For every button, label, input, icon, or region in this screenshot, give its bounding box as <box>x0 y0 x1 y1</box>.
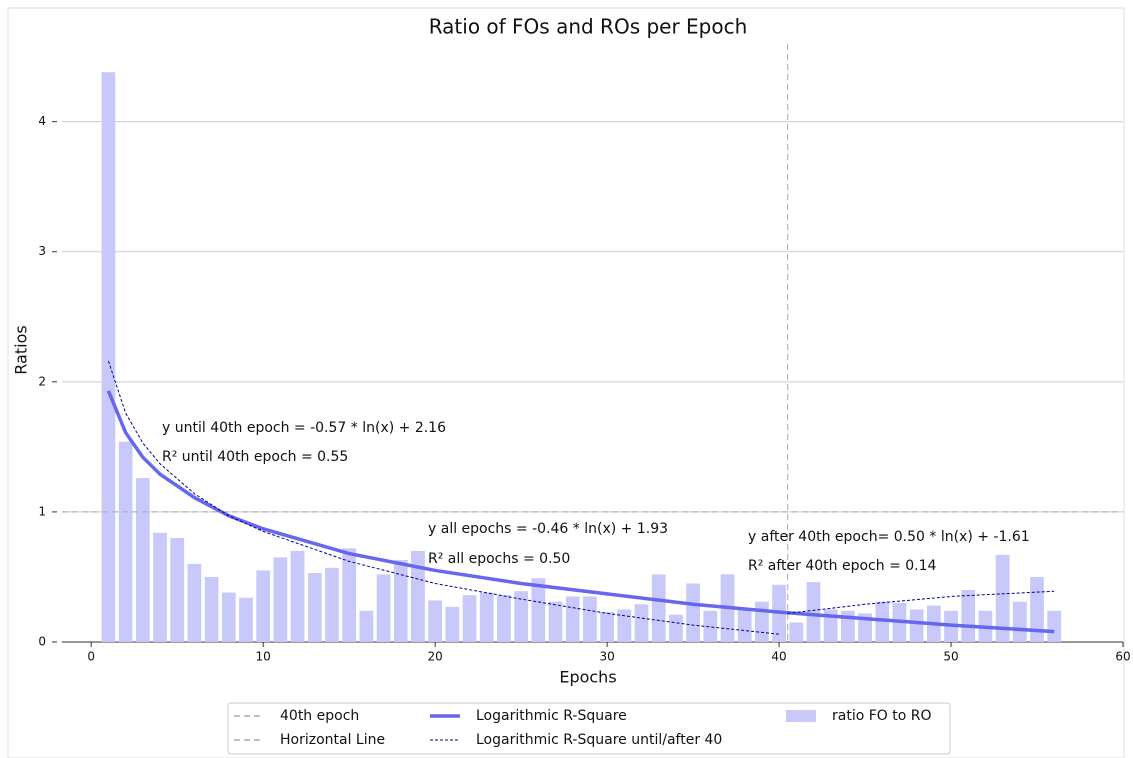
x-tick-label: 40 <box>771 650 786 664</box>
bar <box>755 601 769 642</box>
bar <box>583 596 597 642</box>
bar <box>170 537 185 642</box>
bar <box>479 592 494 642</box>
bar <box>462 595 477 642</box>
bar <box>428 600 443 642</box>
figure-frame <box>7 7 1125 758</box>
y-tick-label: 4 <box>38 114 46 128</box>
bar <box>651 574 666 642</box>
bar <box>221 592 236 642</box>
fit-line <box>106 390 1055 634</box>
bar <box>1047 610 1062 642</box>
bar <box>669 614 683 642</box>
bar <box>153 532 167 642</box>
legend-box <box>227 702 951 755</box>
bar <box>617 609 632 642</box>
x-tick-label: 50 <box>943 650 958 664</box>
legend-swatch <box>786 710 816 722</box>
bar <box>411 550 425 642</box>
bar <box>204 576 219 642</box>
bar <box>634 604 649 642</box>
x-axis-label: Epochs <box>559 668 616 687</box>
bar <box>273 557 288 642</box>
bar <box>600 612 614 642</box>
bar <box>187 563 202 642</box>
bar <box>995 554 1010 642</box>
annotation: y after 40th epoch= 0.50 * ln(x) + -1.61 <box>748 529 1030 545</box>
bar <box>806 582 821 642</box>
chart-title: Ratio of FOs and ROs per Epoch <box>429 15 748 39</box>
bar <box>737 609 752 642</box>
legend-label: Logarithmic R-Square until/after 40 <box>476 732 722 748</box>
bar <box>342 548 357 642</box>
y-axis-label: Ratios <box>12 325 31 374</box>
bar <box>686 583 700 642</box>
bar <box>290 550 305 642</box>
bar <box>875 601 890 642</box>
bar <box>101 72 116 642</box>
bar <box>961 589 976 642</box>
x-tick-label: 30 <box>599 650 614 664</box>
annotation: R² all epochs = 0.50 <box>428 551 570 567</box>
bar <box>1030 576 1044 642</box>
annotation: R² after 40th epoch = 0.14 <box>748 558 937 574</box>
x-tick-label: 0 <box>87 650 95 664</box>
bar <box>393 560 408 642</box>
x-tick-label: 20 <box>428 650 443 664</box>
annotation: y until 40th epoch = -0.57 * ln(x) + 2.1… <box>162 420 446 436</box>
bar <box>376 574 391 642</box>
bar <box>703 610 718 642</box>
y-tick-label: 0 <box>38 635 46 649</box>
annotation: y all epochs = -0.46 * ln(x) + 1.93 <box>428 521 668 537</box>
bar <box>909 609 924 642</box>
legend-label: Horizontal Line <box>280 732 385 748</box>
annotation: R² until 40th epoch = 0.55 <box>162 449 348 465</box>
legend-label: Logarithmic R-Square <box>476 708 627 724</box>
fit-line <box>107 360 780 635</box>
legend-label: ratio FO to RO <box>832 708 932 724</box>
bar <box>531 578 546 642</box>
bar <box>307 573 322 642</box>
bar <box>789 622 804 642</box>
bar <box>325 567 339 642</box>
bar <box>1012 601 1027 642</box>
bar <box>497 595 511 642</box>
fit-line <box>787 590 1055 614</box>
y-tick-label: 1 <box>38 504 46 518</box>
bar <box>514 591 529 642</box>
x-tick-label: 60 <box>1115 650 1130 664</box>
bar <box>135 478 150 642</box>
bar <box>548 601 563 642</box>
y-tick-label: 2 <box>38 374 46 388</box>
bar <box>239 597 253 642</box>
bar <box>445 606 460 642</box>
y-tick-label: 3 <box>38 244 46 258</box>
bar <box>359 610 374 642</box>
bar <box>256 570 271 642</box>
x-tick-label: 10 <box>256 650 271 664</box>
bar <box>565 596 580 642</box>
legend-label: 40th epoch <box>280 708 359 724</box>
bar <box>118 441 133 642</box>
